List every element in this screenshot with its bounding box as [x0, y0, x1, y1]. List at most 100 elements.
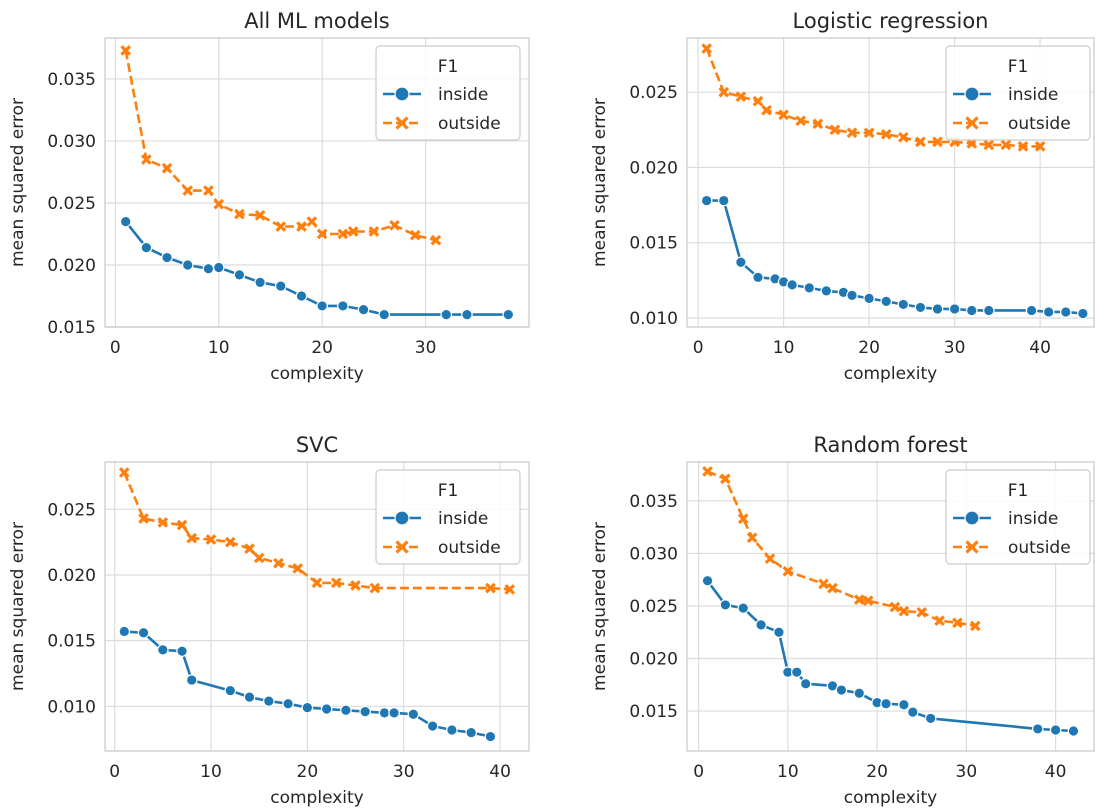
data-point-outside	[969, 620, 981, 632]
x-marker-stroke	[915, 136, 926, 148]
x-marker-stroke	[120, 45, 132, 56]
data-point-outside	[898, 605, 910, 617]
x-marker-stroke	[934, 615, 945, 627]
x-marker-stroke	[485, 582, 496, 594]
data-point-outside	[701, 43, 712, 54]
data-point-outside	[330, 577, 342, 589]
y-axis-label: mean squared error	[8, 522, 28, 691]
x-marker-stroke	[737, 513, 749, 525]
x-marker-stroke	[1034, 141, 1046, 152]
legend-marker-inside	[964, 510, 980, 526]
x-marker-stroke	[718, 86, 730, 98]
x-marker-stroke	[254, 210, 266, 221]
x-tick-label: 10	[773, 338, 795, 358]
x-tick-label: 10	[208, 338, 230, 358]
data-point-outside	[234, 208, 245, 220]
data-point-inside	[359, 705, 371, 718]
data-point-inside	[140, 241, 153, 254]
x-marker-stroke	[369, 582, 381, 594]
data-point-inside	[700, 194, 713, 207]
x-marker-stroke	[347, 226, 359, 237]
data-point-inside	[719, 599, 732, 611]
data-point-inside	[717, 194, 730, 207]
x-marker-stroke	[829, 124, 841, 136]
legend-marker-outside	[395, 116, 409, 130]
data-point-outside	[273, 557, 284, 569]
data-point-outside	[764, 553, 776, 565]
data-point-inside	[212, 261, 225, 274]
data-point-outside	[952, 617, 963, 629]
x-marker-stroke	[253, 552, 265, 564]
data-point-outside	[292, 563, 304, 574]
x-marker-stroke	[983, 139, 995, 151]
x-marker-stroke	[1017, 141, 1029, 152]
data-point-outside	[369, 582, 381, 594]
data-point-inside	[202, 262, 215, 275]
data-point-outside	[186, 532, 198, 544]
data-point-outside	[1017, 141, 1029, 152]
x-marker-stroke	[186, 532, 198, 544]
x-marker-stroke	[862, 595, 874, 607]
data-point-inside	[755, 619, 767, 631]
data-point-inside	[461, 308, 473, 321]
data-point-inside	[948, 303, 961, 315]
data-point-inside	[1042, 306, 1055, 318]
x-marker-stroke	[916, 606, 928, 618]
data-point-outside	[795, 115, 807, 127]
y-tick-label: 0.025	[629, 597, 678, 617]
data-point-inside	[803, 282, 816, 294]
data-point-outside	[161, 162, 173, 174]
data-point-outside	[157, 517, 169, 528]
data-point-inside	[790, 666, 803, 678]
x-tick-label: 40	[1029, 338, 1051, 358]
data-point-inside	[799, 677, 812, 690]
x-marker-stroke	[213, 198, 225, 210]
y-tick-label: 0.025	[47, 194, 96, 214]
data-point-outside	[296, 221, 307, 232]
x-marker-stroke	[701, 43, 712, 54]
data-point-inside	[407, 708, 420, 721]
x-marker-stroke	[395, 540, 409, 554]
chart-title: All ML models	[244, 9, 390, 33]
data-point-inside	[378, 308, 391, 321]
x-marker-stroke	[141, 154, 152, 165]
data-point-inside	[898, 698, 910, 711]
x-tick-label: 0	[110, 338, 121, 358]
x-tick-label: 20	[311, 338, 333, 358]
x-marker-stroke	[409, 229, 421, 241]
legend-marker-inside	[964, 86, 980, 102]
legend-label-outside: outside	[1008, 114, 1071, 134]
x-marker-stroke	[244, 543, 255, 555]
subplot-random-forest: 0 10 20 30 40 0.015 0.020 0.025 0.030 0.035 Random…	[590, 433, 1095, 808]
x-marker-stroke	[330, 577, 342, 589]
x-tick-label: 40	[489, 762, 511, 782]
legend-label-outside: outside	[438, 114, 501, 134]
data-point-outside	[889, 601, 901, 613]
data-point-inside	[301, 701, 314, 714]
x-marker-stroke	[778, 109, 789, 121]
data-point-inside	[426, 720, 439, 732]
data-point-outside	[182, 185, 194, 196]
data-point-outside	[275, 221, 287, 232]
x-marker-stroke	[161, 162, 173, 174]
y-tick-label: 0.030	[47, 132, 96, 152]
data-point-inside	[176, 645, 188, 657]
data-point-inside	[137, 626, 150, 639]
legend-box	[945, 45, 1091, 141]
data-point-inside	[853, 687, 866, 699]
y-axis-label: mean squared error	[8, 98, 28, 267]
data-point-outside	[203, 185, 214, 196]
data-point-inside	[737, 602, 750, 614]
data-point-inside	[735, 256, 747, 269]
data-point-outside	[141, 154, 152, 165]
x-tick-label: 0	[693, 762, 704, 782]
subplot-svc: 0 10 20 30 40 0.010 0.015 0.020 0.025 SVC complexi…	[8, 433, 530, 808]
y-axis-label: mean squared error	[590, 98, 610, 267]
data-point-outside	[347, 226, 359, 237]
legend-title: F1	[438, 481, 459, 501]
y-tick-label: 0.015	[47, 632, 96, 652]
data-point-outside	[897, 132, 909, 143]
y-tick-label: 0.025	[47, 500, 96, 520]
axes-frame	[104, 461, 530, 752]
